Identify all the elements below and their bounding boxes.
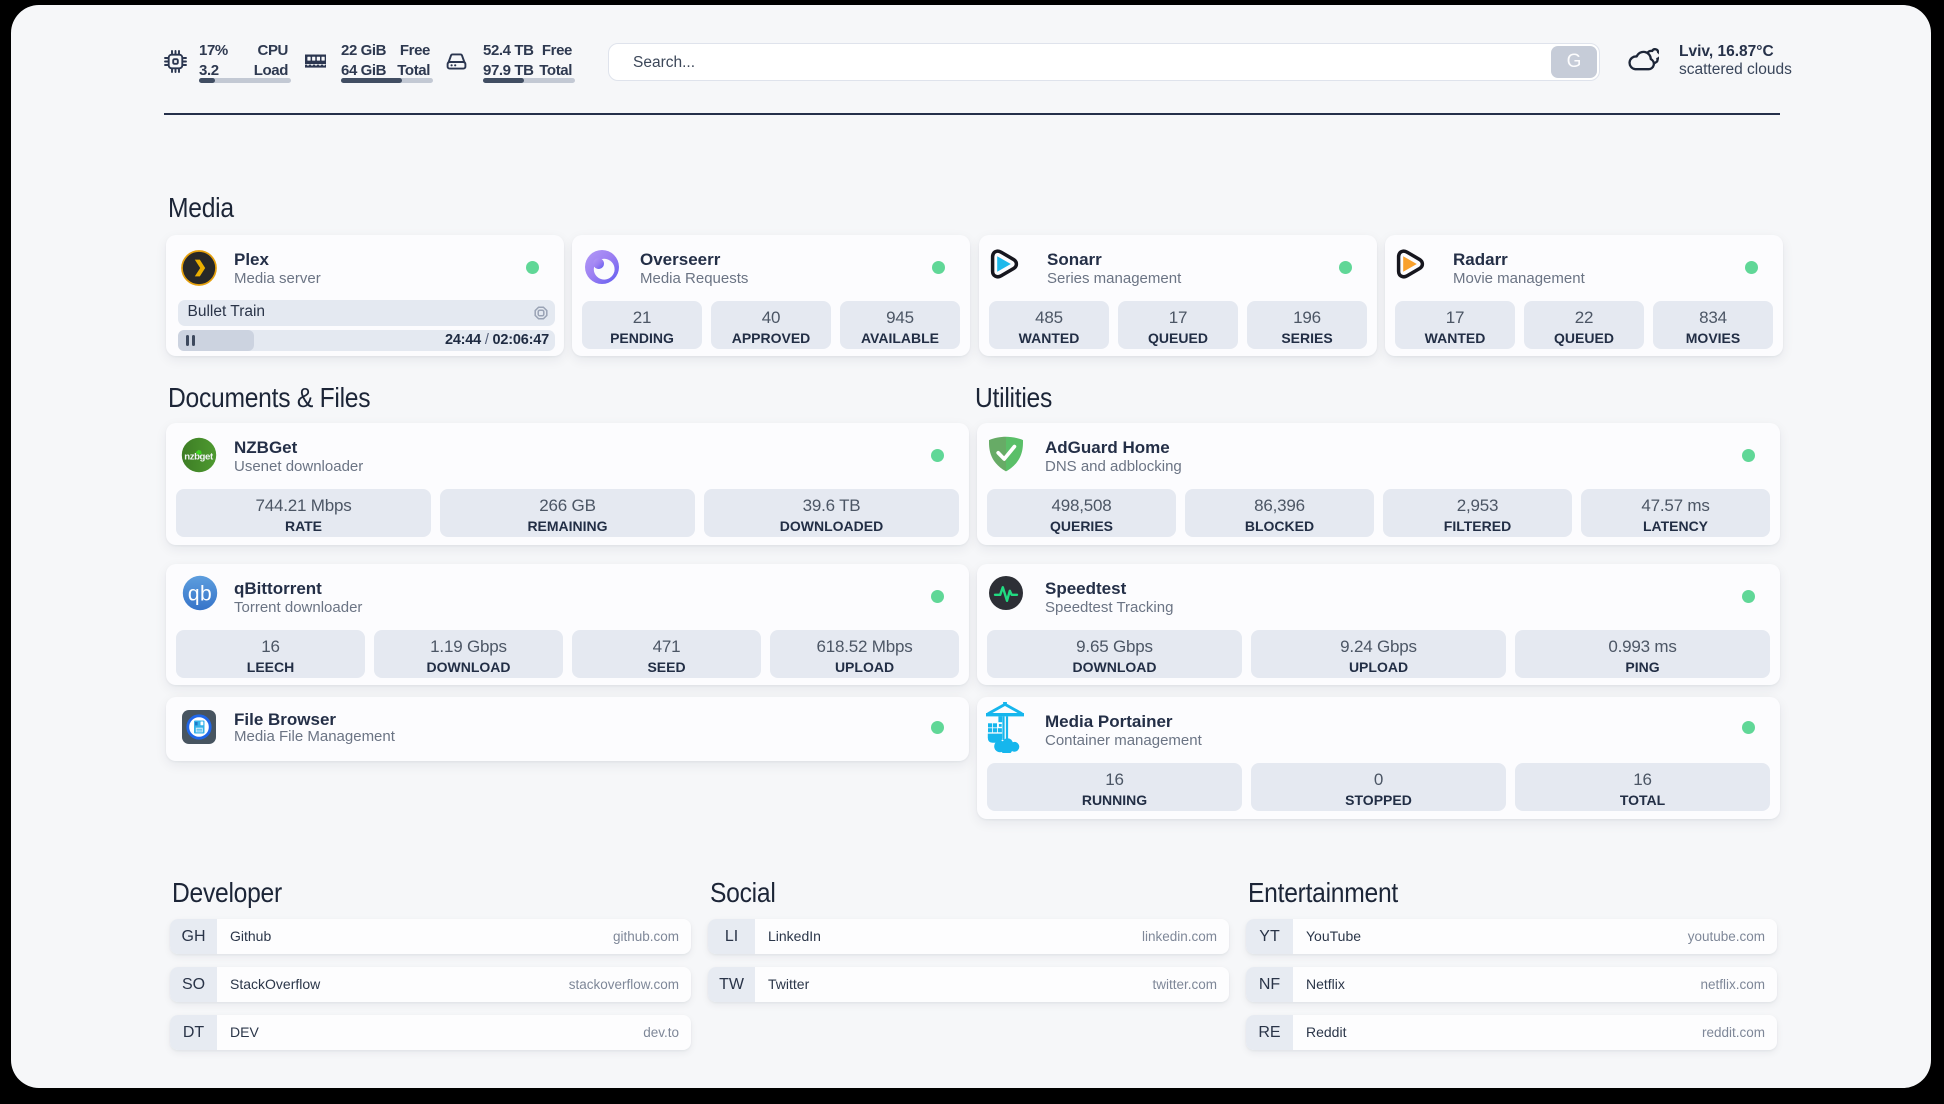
svg-text:nzbget: nzbget bbox=[184, 452, 214, 463]
svg-text:qb: qb bbox=[188, 583, 212, 606]
